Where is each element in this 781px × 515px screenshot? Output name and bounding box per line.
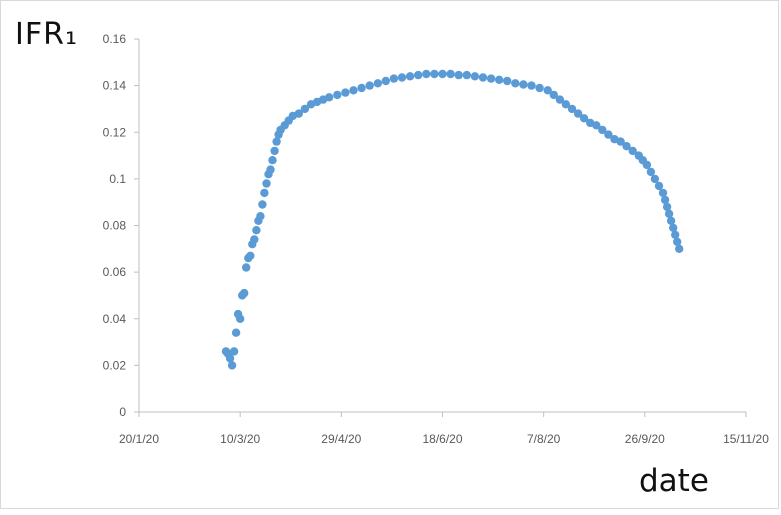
data-point [242,263,251,272]
data-point [543,86,552,95]
data-point [579,114,589,123]
data-point [422,69,431,79]
data-point [669,223,678,232]
data-point [240,288,249,298]
y-tick-label: 0.08 [103,219,127,233]
data-point [642,160,652,170]
y-tick-label: 0.12 [103,125,127,139]
data-point [246,251,255,260]
data-point [535,83,544,93]
data-point [549,90,558,100]
data-point [341,88,350,97]
data-point [252,226,261,235]
data-point [561,100,571,109]
data-point [325,93,334,102]
data-point [414,70,423,80]
data-point [227,361,237,370]
x-tick-label: 26/9/20 [625,432,665,446]
data-point [598,125,607,135]
data-point [268,156,277,165]
data-point [256,212,265,221]
data-point [673,237,682,246]
data-point [438,69,447,79]
y-tick-label: 0.16 [103,32,127,46]
data-point [229,347,239,356]
data-point [495,75,504,85]
data-point [573,109,583,118]
y-tick-label: 0 [119,405,126,419]
data-point [272,137,281,146]
data-point [478,73,488,82]
data-point [430,69,439,79]
y-tick-label: 0.06 [103,265,127,279]
data-point [236,314,245,323]
data-point [446,69,455,79]
data-point [262,179,271,188]
x-tick-label: 20/1/20 [119,432,159,446]
axis-ticks: 0 0.02 0.04 0.06 0.08 0.1 0.12 0.14 0.16 20/1/20 1… [103,32,770,446]
x-axis-title: date [639,463,709,499]
y-tick-label: 0.1 [109,172,126,186]
data-point [671,230,680,239]
data-point [675,244,684,253]
x-tick-label: 29/4/20 [321,432,361,446]
data-point [646,167,656,177]
data-point [225,354,235,363]
x-tick-label: 18/6/20 [422,432,462,446]
data-point [381,76,390,86]
data-point [365,81,374,90]
data-point [300,104,310,114]
data-point [503,76,512,86]
data-point [650,174,660,184]
y-tick-label: 0.02 [103,358,127,372]
data-point [592,121,601,130]
data-point [454,70,463,80]
data-point [389,74,399,83]
data-point [462,70,471,80]
data-point [231,328,241,337]
data-point [397,73,407,82]
x-tick-label: 10/3/20 [220,432,260,446]
data-point [567,104,577,114]
data-point [357,83,366,93]
data-point [270,146,279,156]
data-point [664,209,674,218]
data-point [662,202,672,212]
data-point [405,72,415,81]
data-points [221,69,684,370]
data-point [654,181,664,191]
y-tick-label: 0.14 [103,79,127,93]
data-point [519,80,528,89]
x-tick-label: 15/11/20 [723,432,769,446]
data-point [628,146,637,156]
data-point [333,90,342,100]
data-point [349,86,358,95]
data-point [258,200,267,209]
data-point [250,235,259,244]
y-tick-label: 0.04 [103,312,127,326]
x-tick-label: 7/8/20 [527,432,561,446]
data-point [266,165,275,174]
data-point [604,130,613,139]
data-point [527,81,536,90]
data-point [555,95,565,104]
data-point [666,216,676,225]
data-point [622,142,631,151]
data-point [260,188,269,198]
data-point [470,72,480,81]
data-point [486,74,496,83]
y-axis-title: IFR₁ [15,17,78,52]
data-point [616,137,625,146]
data-point [660,195,670,205]
data-point [511,79,520,88]
data-point [294,109,303,118]
data-point [373,79,382,88]
data-point [658,188,668,198]
